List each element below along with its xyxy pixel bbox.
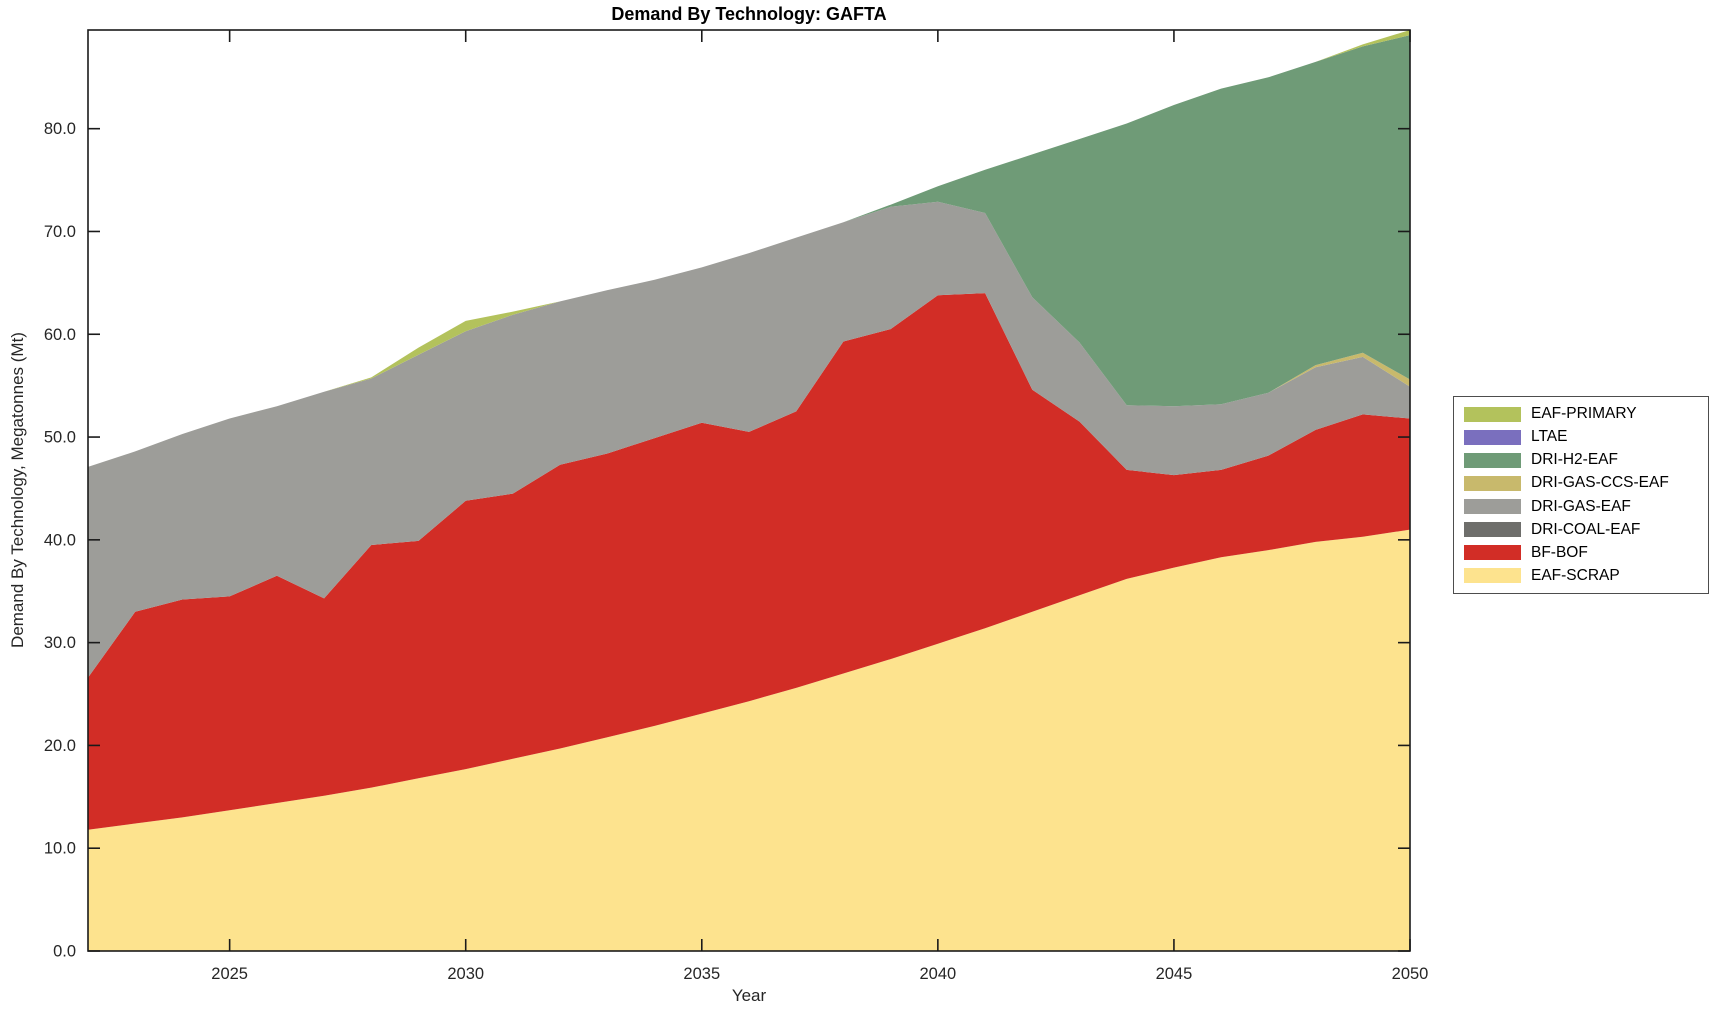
legend-swatch-bf-bof <box>1464 545 1521 561</box>
legend-swatch-dri-gas-ccs-eaf <box>1464 475 1521 491</box>
y-tick-label: 0.0 <box>53 943 76 961</box>
legend-item-ltae: LTAE <box>1454 428 1708 446</box>
legend-swatch-eaf-scrap <box>1464 568 1521 584</box>
legend-item-eaf-primary: EAF-PRIMARY <box>1454 405 1708 423</box>
legend-label: DRI-GAS-EAF <box>1531 497 1631 515</box>
legend-item-dri-gas-ccs-eaf: DRI-GAS-CCS-EAF <box>1454 474 1708 492</box>
legend-item-dri-h2-eaf: DRI-H2-EAF <box>1454 451 1708 469</box>
x-tick-label: 2040 <box>919 965 956 983</box>
y-tick-label: 50.0 <box>44 429 76 447</box>
chart-title: Demand By Technology: GAFTA <box>611 4 887 24</box>
legend-label: DRI-GAS-CCS-EAF <box>1531 474 1669 492</box>
legend-swatch-dri-gas-eaf <box>1464 499 1521 515</box>
x-tick-label: 2030 <box>447 965 484 983</box>
legend: EAF-PRIMARY LTAE DRI-H2-EAF DRI-GAS-CCS-EAF… <box>1453 396 1709 594</box>
legend-item-dri-coal-eaf: DRI-COAL-EAF <box>1454 521 1708 539</box>
legend-swatch-ltae <box>1464 429 1521 445</box>
x-axis-label: Year <box>731 986 767 1005</box>
area-bf-bof <box>88 293 1410 830</box>
legend-label: DRI-COAL-EAF <box>1531 520 1641 538</box>
legend-item-dri-gas-eaf: DRI-GAS-EAF <box>1454 498 1708 516</box>
area-dri-gas-eaf <box>88 201 1410 678</box>
legend-swatch-dri-coal-eaf <box>1464 522 1521 538</box>
legend-label: BF-BOF <box>1531 543 1588 561</box>
legend-item-bf-bof: BF-BOF <box>1454 544 1708 562</box>
y-tick-label: 20.0 <box>44 737 76 755</box>
x-tick-label: 2050 <box>1392 965 1429 983</box>
legend-swatch-dri-h2-eaf <box>1464 452 1521 468</box>
legend-label: EAF-PRIMARY <box>1531 405 1637 423</box>
legend-swatch-eaf-primary <box>1464 406 1521 422</box>
x-tick-label: 2035 <box>683 965 720 983</box>
legend-item-eaf-scrap: EAF-SCRAP <box>1454 567 1708 585</box>
legend-label: EAF-SCRAP <box>1531 566 1620 584</box>
y-tick-label: 70.0 <box>44 223 76 241</box>
y-tick-label: 10.0 <box>44 840 76 858</box>
y-tick-label: 80.0 <box>44 120 76 138</box>
y-axis-label: Demand By Technology, Megatonnes (Mt) <box>8 332 27 648</box>
x-tick-label: 2045 <box>1156 965 1193 983</box>
area-dri-h2-eaf <box>88 35 1410 467</box>
x-tick-label: 2025 <box>211 965 248 983</box>
area-eaf-scrap <box>88 529 1410 951</box>
y-tick-label: 30.0 <box>44 634 76 652</box>
legend-label: DRI-H2-EAF <box>1531 451 1618 469</box>
plot-border <box>87 29 1411 952</box>
legend-label: LTAE <box>1531 428 1568 446</box>
y-tick-label: 60.0 <box>44 326 76 344</box>
y-tick-label: 40.0 <box>44 531 76 549</box>
